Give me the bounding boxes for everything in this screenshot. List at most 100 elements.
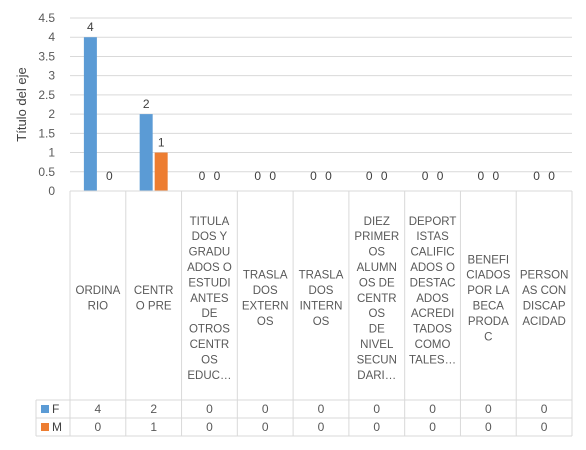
category-label-line: ISTAS: [416, 231, 449, 243]
table-cell: 0: [318, 420, 325, 434]
category-label-line: ADOS O: [410, 262, 455, 274]
table-cell: 0: [541, 402, 548, 416]
category-label-line: EDUC…: [187, 370, 231, 382]
data-label: 0: [106, 169, 113, 183]
category-label-line: DE: [201, 308, 217, 320]
category-label: TRASLA DOS EXTERN OS: [242, 270, 289, 328]
category-label-line: CENTR: [357, 293, 397, 305]
y-tick-label: 3: [48, 69, 55, 83]
category-label-line: DE: [369, 324, 385, 336]
data-label: 0: [325, 169, 332, 183]
table-cell: 0: [206, 420, 213, 434]
category-label-line: AS CON: [522, 285, 566, 297]
category-label-line: ALUMN: [357, 262, 397, 274]
category-label-line: PRODA: [468, 316, 509, 328]
y-tick-label: 0.5: [38, 165, 55, 179]
category-label-line: DARI…: [357, 370, 396, 382]
category-label-line: OS: [313, 316, 330, 328]
gridlines: [70, 17, 572, 173]
data-label: 2: [143, 97, 150, 111]
category-label-line: ESTUDI: [188, 277, 230, 289]
table-cell: 0: [541, 420, 548, 434]
y-axis-title: Título del eje: [14, 67, 29, 141]
category-label-line: OS: [368, 308, 385, 320]
table-cell: 2: [150, 402, 157, 416]
data-table: ORDINA RIO CENTR O PRE TITULA DOS Y GRADU ADOS …: [35, 190, 573, 437]
category-label: DEPORT ISTAS CALIFIC ADOS O DESTAC ADOS ACREDI…: [409, 216, 457, 367]
category-label-line: OS: [257, 316, 274, 328]
category-label-line: DESTAC: [410, 277, 456, 289]
y-tick-label: 2.5: [38, 88, 55, 102]
category-label-line: DEPORT: [409, 216, 457, 228]
table-cell: 0: [429, 420, 436, 434]
data-label: 0: [199, 169, 206, 183]
table-cell: 0: [262, 402, 269, 416]
category-label-line: CALIFIC: [411, 247, 455, 259]
y-tick-label: 1: [48, 146, 55, 160]
y-axis-ticks: 0 0.5 1 1.5 2 2.5 3 3.5 4 4.5: [38, 11, 55, 198]
y-tick-label: 3.5: [38, 49, 55, 63]
category-label-line: TADOS: [413, 324, 452, 336]
category-label: DIEZ PRIMER OS ALUMN OS DE CENTR OS DE NIVEL SECU…: [354, 216, 399, 382]
category-label: PERSON AS CON DISCAP ACIDAD: [520, 270, 569, 328]
table-cell: 0: [373, 402, 380, 416]
category-label-line: ACIDAD: [522, 316, 565, 328]
data-label: 0: [437, 169, 444, 183]
y-tick-label: 2: [48, 107, 55, 121]
category-label-line: BENEFI: [468, 254, 510, 266]
table-cell: 0: [485, 402, 492, 416]
category-label-line: DISCAP: [523, 301, 566, 313]
category-label-line: ANTES: [190, 293, 229, 305]
category-label-line: TRASLA: [243, 270, 288, 282]
category-label-line: CIADOS: [466, 270, 510, 282]
category-label-line: SECUN: [357, 354, 397, 366]
data-label: 0: [533, 169, 540, 183]
category-label-line: DOS: [309, 285, 334, 297]
legend-key-m: [41, 423, 49, 431]
category-label-line: POR LA: [467, 285, 510, 297]
category-label: ORDINA RIO: [76, 285, 121, 312]
category-label-line: OS: [201, 354, 218, 366]
legend-key-f: [41, 405, 49, 413]
category-label: CENTR O PRE: [134, 285, 174, 312]
category-label-line: COMO: [415, 339, 451, 351]
category-label-line: ADOS O: [187, 262, 232, 274]
data-label: 4: [87, 20, 94, 34]
table-cell: 0: [318, 402, 325, 416]
category-label-line: CENTR: [134, 285, 174, 297]
category-label-line: TITULA: [190, 216, 230, 228]
category-label-line: PRIMER: [354, 231, 399, 243]
data-label: 0: [254, 169, 261, 183]
category-label-line: C: [484, 331, 492, 343]
data-label: 1: [158, 136, 165, 150]
category-label-line: TALES…: [409, 354, 456, 366]
y-tick-label: 1.5: [38, 126, 55, 140]
category-label-line: PERSON: [520, 270, 569, 282]
table-cell: 0: [485, 420, 492, 434]
category-label-line: DIEZ: [364, 216, 390, 228]
data-label: 0: [381, 169, 388, 183]
table-cell: 1: [150, 420, 157, 434]
category-label-line: OS DE: [359, 277, 395, 289]
category-label-line: CENTR: [190, 339, 230, 351]
y-tick-label: 4.5: [38, 11, 55, 25]
data-label: 0: [366, 169, 373, 183]
legend-label-m: M: [52, 420, 62, 434]
category-label-line: NIVEL: [360, 339, 394, 351]
bar-m: [154, 152, 168, 191]
category-label-line: INTERN: [300, 301, 343, 313]
data-label: 0: [310, 169, 317, 183]
category-label-line: TRASLA: [299, 270, 344, 282]
category-label-line: OTROS: [189, 324, 230, 336]
data-label: 0: [492, 169, 499, 183]
bars: [83, 37, 168, 191]
legend-label-f: F: [52, 402, 59, 416]
table-cell: 0: [95, 420, 102, 434]
category-label-line: OS: [368, 247, 385, 259]
category-label-line: BECA: [473, 301, 505, 313]
table-cell: 0: [262, 420, 269, 434]
y-tick-label: 4: [48, 30, 55, 44]
category-label-line: ORDINA: [76, 285, 121, 297]
